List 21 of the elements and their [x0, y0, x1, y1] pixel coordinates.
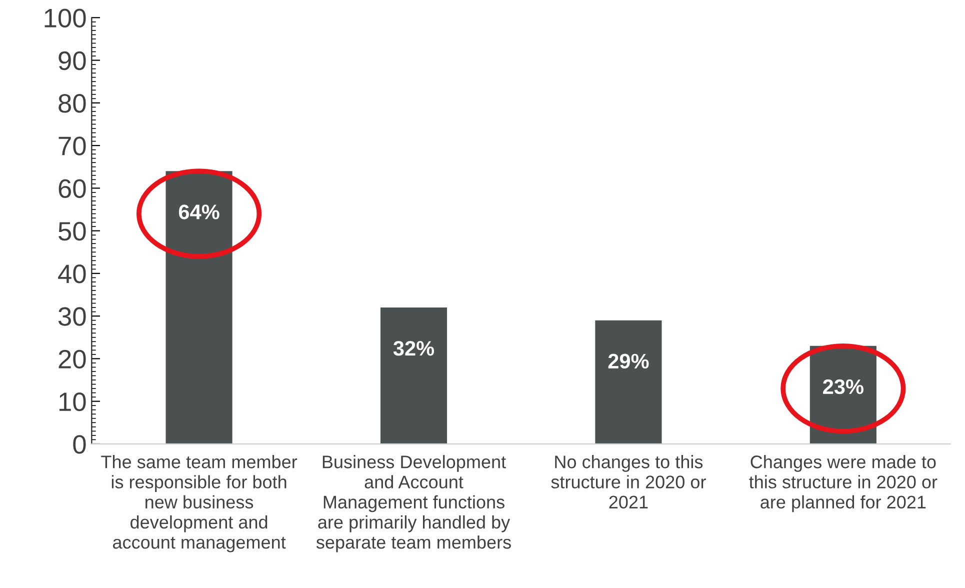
y-tick-label: 80: [58, 94, 86, 113]
bar: [380, 308, 448, 444]
y-tick-label: 20: [58, 350, 86, 368]
y-tick-label: 40: [58, 264, 86, 284]
x-tick-label: The same team member is responsible for both new business development and account management: [101, 455, 298, 552]
y-tick-label: 10: [59, 392, 86, 412]
x-tick-label: No changes to this structure in 2020 or 2021: [551, 455, 706, 509]
y-tick-label: 0: [73, 435, 86, 454]
y-tick-label: 50: [58, 222, 86, 241]
y-tick-label: 100: [44, 8, 86, 28]
data-label: 64%: [178, 204, 220, 220]
data-label: 32%: [393, 340, 434, 356]
x-tick-label: Changes were made to this structure in 2020 or are planned for 2021: [749, 455, 938, 512]
data-label: 29%: [608, 354, 649, 369]
x-tick-label: Business Development and Account Management functions are primarily handled by separate team members: [316, 455, 511, 552]
data-label: 23%: [823, 379, 864, 394]
bar: [595, 320, 662, 444]
y-tick-label: 90: [58, 51, 86, 70]
y-tick-label: 60: [58, 179, 86, 198]
y-tick-label: 30: [58, 307, 86, 326]
y-tick-label: 70: [58, 136, 86, 156]
